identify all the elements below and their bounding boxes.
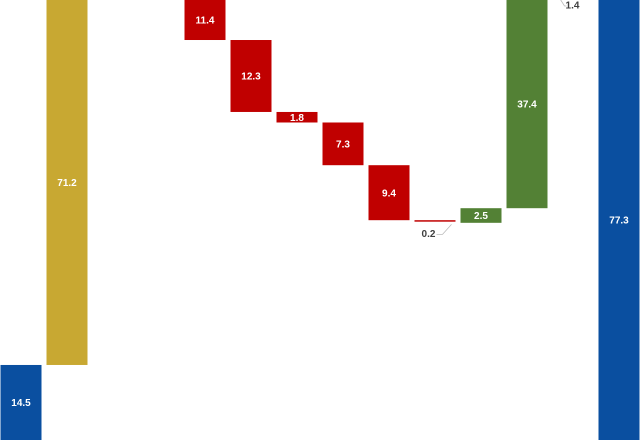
- bar-decrease: [184, 0, 226, 41]
- data-label: 37.4: [517, 100, 537, 111]
- data-label: 71.2: [57, 178, 77, 189]
- data-label: 7.3: [336, 139, 350, 150]
- data-label: 9.4: [382, 188, 396, 199]
- bar-decrease: [276, 111, 318, 123]
- data-label: 0.2: [422, 229, 436, 240]
- data-label: 14.5: [11, 398, 31, 409]
- data-label: 11.4: [196, 16, 215, 27]
- data-label: 77.3: [609, 216, 629, 227]
- bar-decrease: [368, 165, 410, 221]
- data-label: 2.5: [474, 211, 488, 222]
- data-label: 1.8: [290, 113, 304, 124]
- bar-decrease: [414, 220, 456, 222]
- data-label: 1.4: [566, 1, 580, 12]
- bar-increase: [460, 208, 502, 223]
- bar-increase: [506, 0, 548, 209]
- leader-line: [436, 224, 452, 235]
- bar-total: [0, 364, 42, 440]
- bar-decrease: [322, 122, 364, 166]
- bar-increase_primary: [46, 0, 88, 365]
- bar-decrease: [230, 40, 272, 112]
- bar-total: [598, 0, 640, 440]
- leader-line: [560, 0, 567, 7]
- data-label: 12.3: [241, 72, 261, 83]
